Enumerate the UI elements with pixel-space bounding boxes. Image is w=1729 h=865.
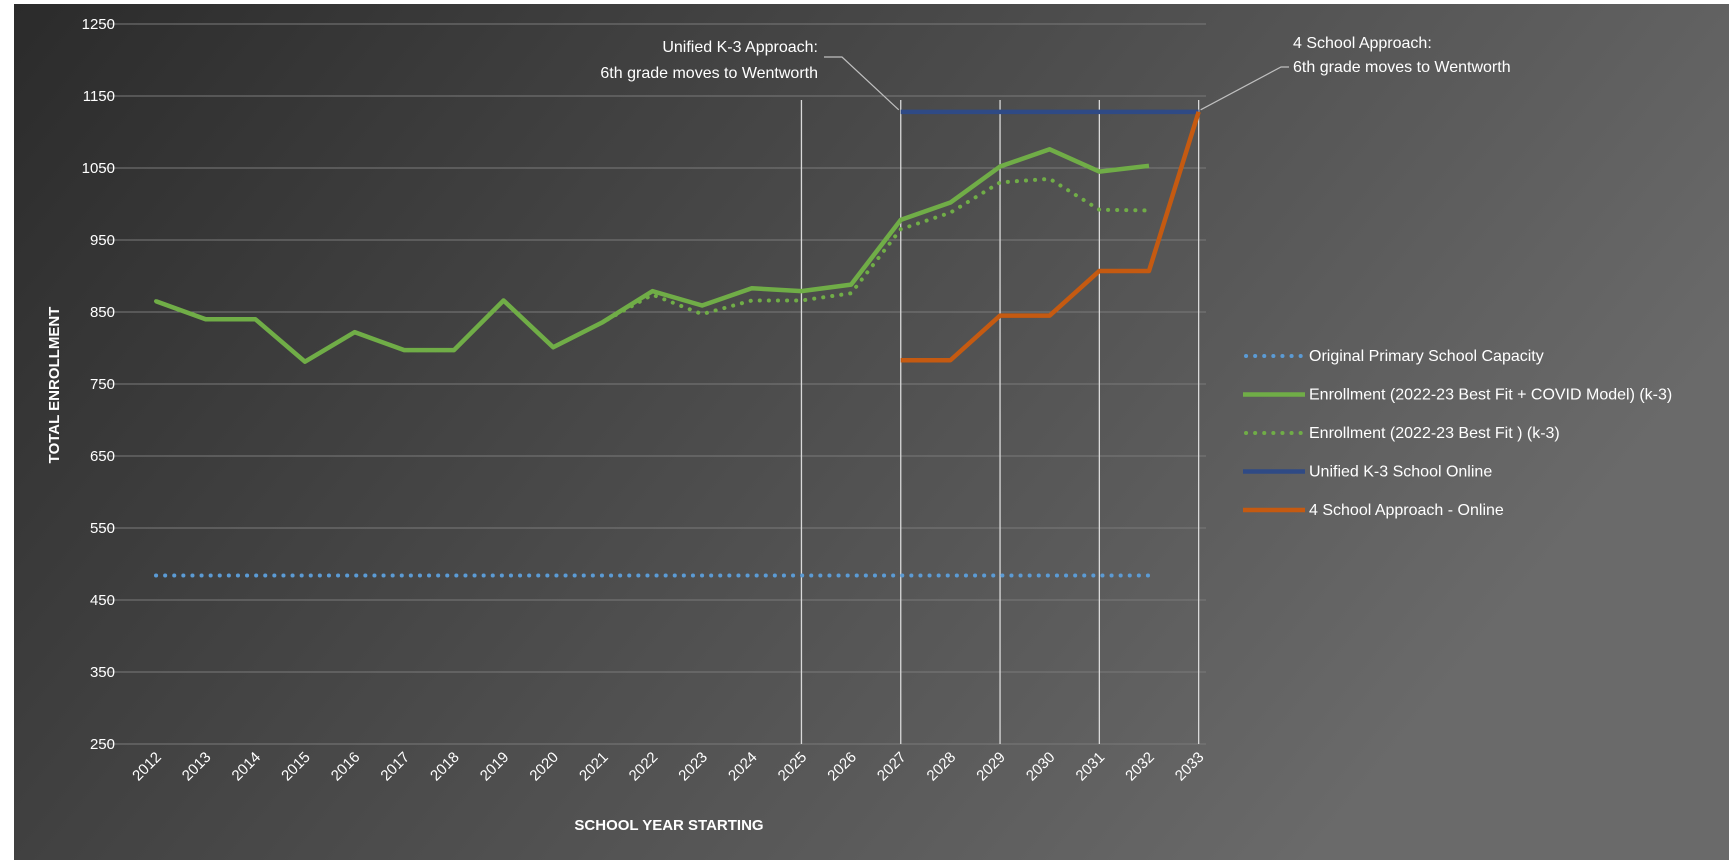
- annotation-label: 6th grade moves to Wentworth: [600, 65, 818, 82]
- series-line: [900, 111, 1201, 363]
- legend-label: Enrollment (2022-23 Best Fit ) (k-3): [1309, 425, 1560, 442]
- legend-label: Original Primary School Capacity: [1309, 348, 1544, 365]
- annotation-layer: Unified K-3 Approach: 6th grade moves to …: [600, 35, 1511, 111]
- chart-background: [14, 4, 1729, 860]
- y-tick-label: 250: [90, 736, 115, 753]
- series-layer: [154, 109, 1201, 578]
- y-tick-label: 550: [90, 520, 115, 537]
- vertical-marker-layer: [800, 100, 1200, 744]
- grid-layer: [103, 23, 1206, 745]
- y-tick-label: 750: [90, 376, 115, 393]
- legend-label: Enrollment (2022-23 Best Fit + COVID Mod…: [1309, 387, 1672, 404]
- y-axis-title: TOTAL ENROLLMENT: [46, 307, 63, 464]
- series-line: [155, 147, 1150, 364]
- legend-label: 4 School Approach - Online: [1309, 502, 1504, 519]
- y-tick-label: 1250: [82, 16, 115, 33]
- y-tick-label: 1150: [83, 88, 115, 105]
- x-axis-title: SCHOOL YEAR STARTING: [574, 817, 763, 834]
- y-tick-label: 850: [90, 304, 115, 321]
- y-tick-label: 350: [90, 664, 115, 681]
- legend-label: Unified K-3 School Online: [1309, 464, 1492, 481]
- y-tick-label: 1050: [82, 160, 115, 177]
- series-line: [154, 176, 1151, 364]
- legend: Original Primary School Capacity Enrollme…: [1243, 348, 1672, 519]
- y-tick-label: 950: [90, 232, 115, 249]
- annotation-label: 4 School Approach:: [1293, 35, 1432, 52]
- y-tick-label: 650: [90, 448, 115, 465]
- annotation-label: 6th grade moves to Wentworth: [1293, 59, 1511, 76]
- y-tick-label: 450: [90, 592, 115, 609]
- annotation-leader: [1200, 66, 1289, 111]
- annotation-leader: [824, 56, 900, 111]
- annotation-label: Unified K-3 Approach:: [662, 39, 818, 56]
